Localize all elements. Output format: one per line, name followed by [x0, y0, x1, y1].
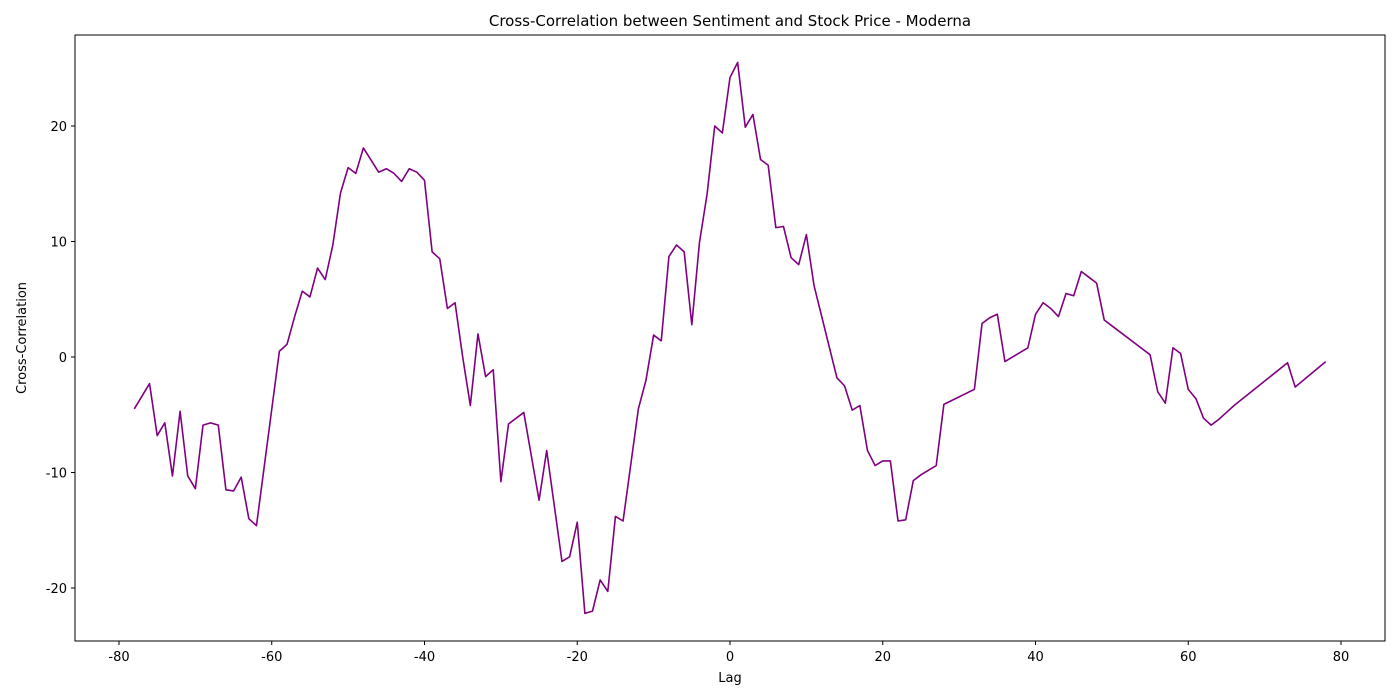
data-line: [133, 61, 1327, 615]
x-tick-label: 80: [1333, 650, 1350, 665]
x-tick-label: 20: [874, 650, 891, 665]
y-tick-label: -20: [46, 582, 67, 597]
y-tick-label: 0: [59, 351, 67, 366]
x-tick-label: -80: [108, 650, 129, 665]
x-tick-label: -40: [414, 650, 435, 665]
y-tick-label: 20: [50, 120, 67, 135]
x-tick-label: 40: [1027, 650, 1044, 665]
chart-title: Cross-Correlation between Sentiment and …: [489, 12, 971, 30]
y-tick-label: -10: [46, 466, 67, 481]
x-tick-label: -60: [261, 650, 282, 665]
y-tick-label: 10: [50, 236, 67, 251]
x-tick-label: -20: [567, 650, 588, 665]
x-axis-label: Lag: [718, 671, 741, 686]
plot-frame: [74, 34, 1386, 642]
y-axis-label: Cross-Correlation: [15, 282, 30, 394]
x-tick-label: 60: [1180, 650, 1197, 665]
x-tick-label: 0: [726, 650, 734, 665]
